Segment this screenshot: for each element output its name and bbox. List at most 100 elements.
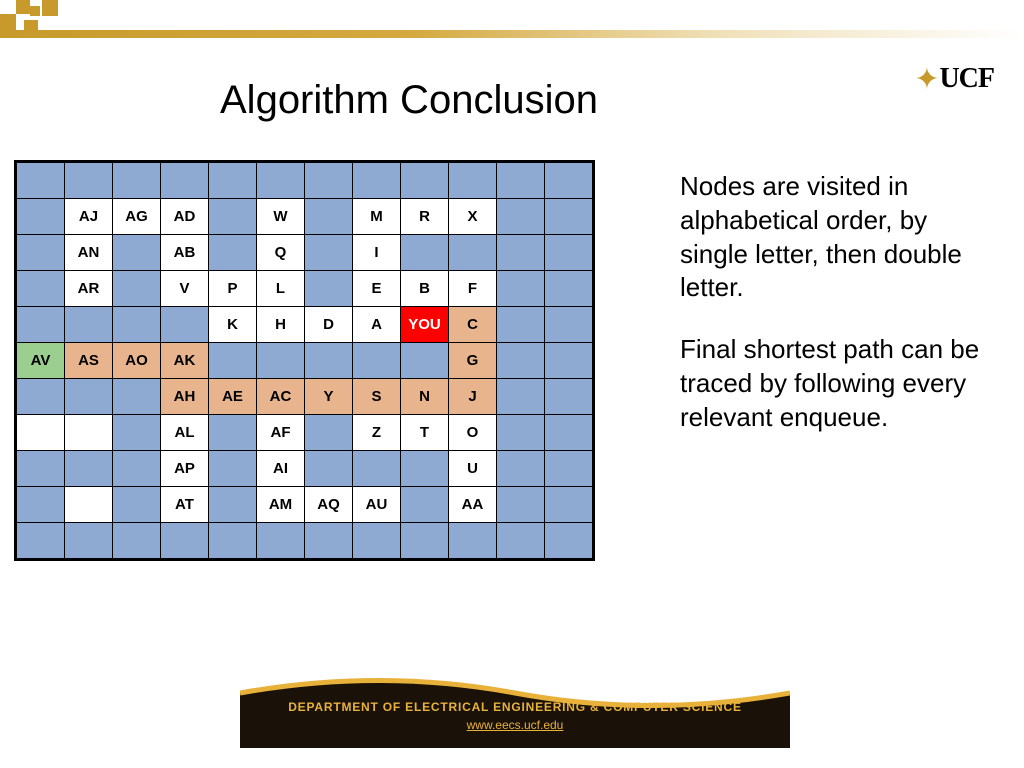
grid-cell — [497, 235, 545, 271]
grid-cell — [401, 487, 449, 523]
grid-cell: I — [353, 235, 401, 271]
grid-cell — [305, 271, 353, 307]
slide-title: Algorithm Conclusion — [220, 78, 598, 123]
grid-cell: B — [401, 271, 449, 307]
algorithm-grid: AJAGADWMRXANABQIARVPLEBFKHDAYOUCAVASAOAK… — [14, 160, 595, 561]
grid-cell — [209, 235, 257, 271]
grid-cell — [305, 523, 353, 559]
grid-cell — [545, 379, 593, 415]
grid-cell — [545, 163, 593, 199]
grid-cell — [545, 199, 593, 235]
grid-cell — [497, 487, 545, 523]
grid-cell: E — [353, 271, 401, 307]
grid-cell: T — [401, 415, 449, 451]
grid-cell — [209, 415, 257, 451]
grid-cell: P — [209, 271, 257, 307]
explanation-text: Nodes are visited in alphabetical order,… — [680, 170, 990, 463]
grid-cell — [17, 235, 65, 271]
grid-cell: AV — [17, 343, 65, 379]
grid-cell — [545, 271, 593, 307]
grid-cell: G — [449, 343, 497, 379]
slide-footer: DEPARTMENT OF ELECTRICAL ENGINEERING & C… — [240, 668, 790, 748]
grid-cell: O — [449, 415, 497, 451]
grid-cell — [353, 343, 401, 379]
grid-cell: C — [449, 307, 497, 343]
grid-cell — [113, 487, 161, 523]
grid-cell — [497, 163, 545, 199]
grid-cell — [161, 523, 209, 559]
grid-cell — [17, 271, 65, 307]
grid-cell: L — [257, 271, 305, 307]
grid-cell: AO — [113, 343, 161, 379]
grid-cell — [305, 199, 353, 235]
grid-cell: A — [353, 307, 401, 343]
grid-cell: AT — [161, 487, 209, 523]
grid-cell: AD — [161, 199, 209, 235]
grid-cell — [497, 307, 545, 343]
grid-cell — [545, 451, 593, 487]
grid-cell — [545, 235, 593, 271]
grid-cell — [113, 379, 161, 415]
top-decoration — [0, 0, 1024, 38]
grid-cell — [65, 451, 113, 487]
grid-cell — [209, 343, 257, 379]
grid-cell — [353, 451, 401, 487]
grid-cell: AS — [65, 343, 113, 379]
grid-cell — [113, 163, 161, 199]
paragraph-1: Nodes are visited in alphabetical order,… — [680, 170, 990, 305]
grid-cell — [17, 199, 65, 235]
grid-cell: AK — [161, 343, 209, 379]
grid-cell: AH — [161, 379, 209, 415]
grid-cell: AL — [161, 415, 209, 451]
grid-cell — [305, 343, 353, 379]
paragraph-2: Final shortest path can be traced by fol… — [680, 333, 990, 434]
grid-cell: U — [449, 451, 497, 487]
grid-cell: AG — [113, 199, 161, 235]
grid-cell — [161, 307, 209, 343]
grid-cell — [113, 523, 161, 559]
footer-department: DEPARTMENT OF ELECTRICAL ENGINEERING & C… — [240, 700, 790, 714]
grid-cell: AB — [161, 235, 209, 271]
grid-cell: W — [257, 199, 305, 235]
grid-cell — [113, 307, 161, 343]
grid-cell — [497, 415, 545, 451]
logo-text: UCF — [939, 63, 994, 94]
grid-cell — [305, 415, 353, 451]
grid-cell: K — [209, 307, 257, 343]
grid-cell: YOU — [401, 307, 449, 343]
grid-cell — [449, 235, 497, 271]
grid-cell — [497, 343, 545, 379]
grid-cell — [497, 379, 545, 415]
grid-cell — [65, 523, 113, 559]
grid-cell — [401, 451, 449, 487]
grid-cell: Q — [257, 235, 305, 271]
grid-table: AJAGADWMRXANABQIARVPLEBFKHDAYOUCAVASAOAK… — [16, 162, 593, 559]
grid-cell: Z — [353, 415, 401, 451]
grid-cell — [17, 379, 65, 415]
grid-cell — [401, 163, 449, 199]
grid-cell — [17, 487, 65, 523]
grid-cell — [65, 307, 113, 343]
ucf-logo: ✦UCF — [914, 62, 994, 97]
grid-cell: AI — [257, 451, 305, 487]
grid-cell — [545, 415, 593, 451]
grid-cell — [17, 523, 65, 559]
grid-cell: AE — [209, 379, 257, 415]
grid-cell — [65, 379, 113, 415]
grid-cell — [17, 415, 65, 451]
grid-cell — [209, 451, 257, 487]
grid-cell — [401, 523, 449, 559]
grid-cell — [545, 487, 593, 523]
grid-cell: S — [353, 379, 401, 415]
grid-cell: J — [449, 379, 497, 415]
grid-cell: R — [401, 199, 449, 235]
grid-cell — [545, 343, 593, 379]
grid-cell — [257, 163, 305, 199]
grid-cell: X — [449, 199, 497, 235]
grid-cell — [209, 523, 257, 559]
grid-cell — [65, 415, 113, 451]
grid-cell — [305, 451, 353, 487]
grid-cell: M — [353, 199, 401, 235]
footer-url: www.eecs.ucf.edu — [240, 718, 790, 732]
grid-cell: AN — [65, 235, 113, 271]
